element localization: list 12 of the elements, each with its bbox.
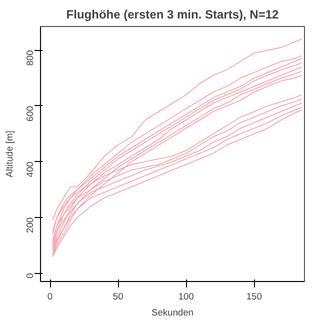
x-tick-label: 150 bbox=[246, 292, 262, 302]
x-tick-label: 100 bbox=[178, 292, 194, 302]
x-tick-label: 0 bbox=[47, 292, 53, 302]
y-tick-label: 600 bbox=[25, 106, 35, 122]
y-tick-label: 800 bbox=[25, 50, 35, 66]
x-axis-title: Sekunden bbox=[151, 308, 194, 318]
y-tick-label: 0 bbox=[25, 273, 35, 278]
y-tick-label: 400 bbox=[25, 162, 35, 178]
chart-title: Flughöhe (ersten 3 min. Starts), N=12 bbox=[66, 8, 280, 22]
y-axis-title: Altitude [m] bbox=[4, 130, 14, 178]
y-tick-label: 200 bbox=[25, 217, 35, 233]
x-tick-label: 50 bbox=[112, 292, 124, 302]
